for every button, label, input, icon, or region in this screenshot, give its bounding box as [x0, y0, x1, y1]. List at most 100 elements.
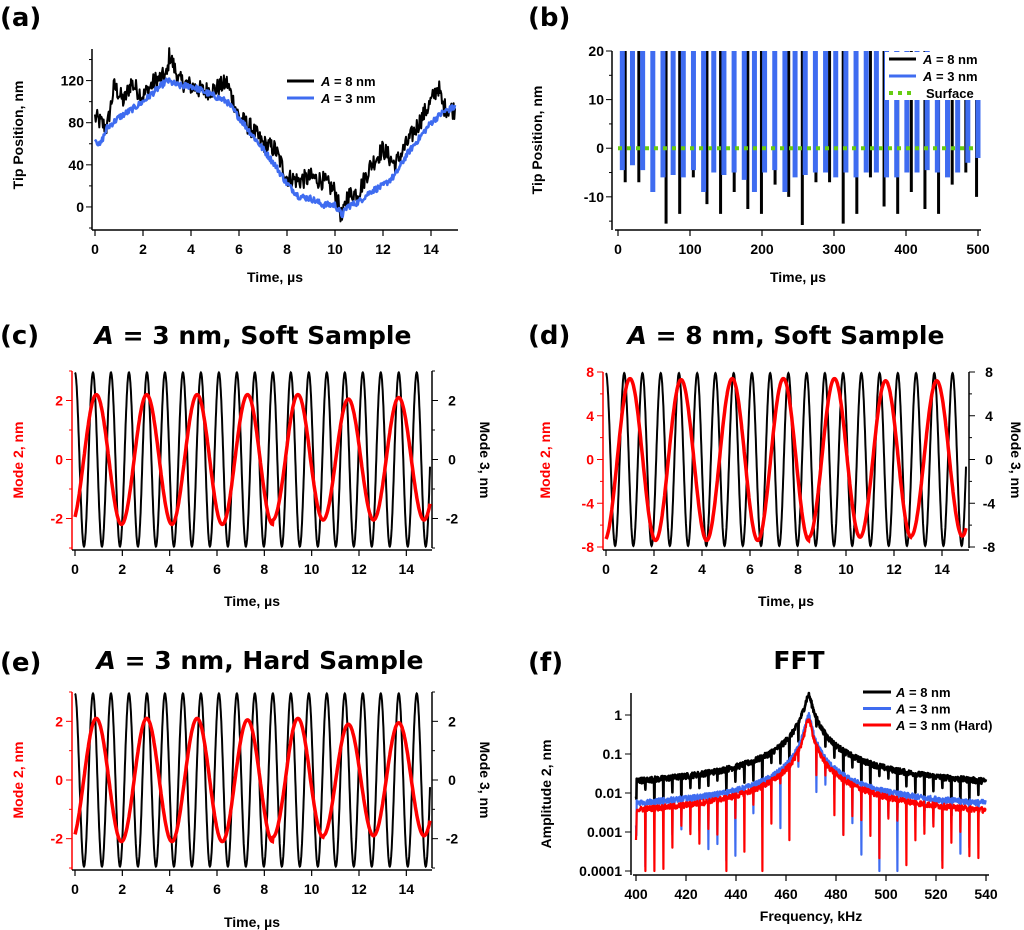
y-tick-label-b: -10 — [584, 189, 604, 205]
y-tick-label-left-c: 0 — [55, 452, 63, 468]
ylabel-a: Tip Position, nm — [10, 81, 26, 190]
ylabel-left-e: Mode 2, nm — [10, 741, 26, 818]
legend-label-f-0: A = 8 nm — [895, 685, 951, 700]
x-tick-label-b: 300 — [822, 241, 846, 257]
x-tick-label-a: 10 — [327, 241, 343, 257]
series-line-f-2 — [634, 718, 987, 873]
x-tick-label-a: 8 — [283, 241, 291, 257]
y-tick-label-f: 0.1 — [603, 746, 623, 762]
x-tick-label-b: 200 — [750, 241, 774, 257]
panel-e-plot: -2 0 2 -2 0 2 0 2 4 6 8 10 12 14 — [51, 691, 459, 897]
series-mode3-c — [74, 370, 431, 549]
xlabel-b: Time, µs — [770, 269, 826, 285]
x-tick-label-d: 8 — [794, 561, 802, 577]
xlabel-a: Time, µs — [247, 269, 303, 285]
y-tick-label-f: 1 — [614, 707, 622, 723]
y-tick-label-right-c: -2 — [446, 511, 459, 527]
x-tick-label-e: 8 — [260, 881, 268, 897]
y-tick-label-left-d: 0 — [586, 452, 594, 468]
x-tick-label-e: 12 — [351, 881, 367, 897]
panel-d-plot: -8 -4 0 4 8 -8 -4 0 4 8 0 2 4 6 8 10 12 14 — [582, 364, 996, 577]
x-tick-label-a: 14 — [423, 241, 439, 257]
x-tick-label-c: 2 — [118, 561, 126, 577]
y-tick-label-a: 40 — [68, 157, 84, 173]
x-tick-label-d: 0 — [602, 561, 610, 577]
x-tick-label-e: 2 — [118, 881, 126, 897]
panel-title-f: FFT — [773, 646, 824, 675]
x-tick-label-f: 500 — [874, 886, 898, 902]
x-tick-label-e: 10 — [304, 881, 320, 897]
y-tick-label-right-e: 0 — [448, 772, 456, 788]
xlabel-f: Frequency, kHz — [760, 908, 862, 924]
y-tick-label-left-e: 0 — [55, 772, 63, 788]
x-tick-label-a: 2 — [139, 241, 147, 257]
legend-label-b-1: A = 3 nm — [922, 69, 978, 84]
xlabel-e: Time, µs — [224, 914, 280, 930]
xlabel-c: Time, µs — [224, 593, 280, 609]
y-tick-label-left-e: -2 — [51, 831, 64, 847]
y-tick-label-left-e: 2 — [55, 713, 63, 729]
panel-label-d: (d) — [528, 321, 570, 351]
x-tick-label-d: 4 — [698, 561, 706, 577]
ylabel-right-e: Mode 3, nm — [477, 741, 493, 818]
y-tick-label-right-d: -8 — [983, 539, 996, 555]
y-tick-label-right-d: -4 — [983, 495, 996, 511]
y-tick-label-right-d: 4 — [985, 408, 993, 424]
panel-label-f: (f) — [528, 648, 563, 678]
x-tick-label-d: 14 — [934, 561, 950, 577]
y-tick-label-b: 10 — [588, 92, 604, 108]
y-tick-label-b: 0 — [596, 140, 604, 156]
ylabel-left-d: Mode 2, nm — [537, 421, 553, 498]
x-tick-label-f: 440 — [724, 886, 748, 902]
panel-title-d: A = 8 nm, Soft Sample — [626, 321, 945, 350]
x-tick-label-c: 4 — [166, 561, 174, 577]
series-line-a-0 — [94, 47, 456, 223]
x-tick-label-e: 4 — [166, 881, 174, 897]
panel-label-a: (a) — [0, 3, 41, 33]
y-tick-label-right-e: -2 — [446, 831, 459, 847]
y-tick-label-left-c: 2 — [55, 393, 63, 409]
x-tick-label-f: 460 — [774, 886, 798, 902]
legend-label-f-2: A = 3 nm (Hard) — [895, 718, 992, 733]
panel-title-c: A = 3 nm, Soft Sample — [93, 321, 412, 350]
x-tick-label-f: 400 — [624, 886, 648, 902]
x-tick-label-c: 14 — [399, 561, 415, 577]
y-tick-label-left-d: -8 — [582, 539, 595, 555]
legend-label-a-1: A = 3 nm — [320, 91, 376, 106]
y-tick-label-left-d: 4 — [586, 408, 594, 424]
x-tick-label-c: 0 — [71, 561, 79, 577]
series-mode2-e — [73, 716, 432, 844]
y-tick-label-f: 0.01 — [595, 785, 622, 801]
panel-f-plot: 0.0001 0.001 0.01 0.1 1 400 420 440 460 480 500 520… — [579, 685, 998, 902]
legend-label-a-0: A = 8 nm — [320, 74, 376, 89]
y-tick-label-a: 80 — [68, 115, 84, 131]
y-tick-label-a: 0 — [76, 199, 84, 215]
x-tick-label-b: 500 — [966, 241, 990, 257]
x-tick-label-d: 6 — [746, 561, 754, 577]
x-tick-label-f: 540 — [974, 886, 998, 902]
legend-label-b-0: A = 8 nm — [922, 52, 978, 67]
x-tick-label-c: 8 — [260, 561, 268, 577]
x-tick-label-f: 480 — [824, 886, 848, 902]
series-line-a-1 — [93, 77, 457, 219]
x-tick-label-e: 0 — [71, 881, 79, 897]
x-tick-label-a: 12 — [375, 241, 391, 257]
x-tick-label-e: 14 — [399, 881, 415, 897]
x-tick-label-b: 0 — [614, 241, 622, 257]
x-tick-label-b: 400 — [894, 241, 918, 257]
series-mode2-c — [73, 392, 432, 527]
x-tick-label-a: 6 — [235, 241, 243, 257]
x-tick-label-c: 12 — [351, 561, 367, 577]
panel-a-plot: 0 40 80 120 0 2 4 6 8 10 12 14 A = 8 nm A = 3 nm — [61, 47, 458, 257]
x-tick-label-e: 6 — [213, 881, 221, 897]
x-tick-label-d: 12 — [886, 561, 902, 577]
y-tick-label-a: 120 — [61, 73, 85, 89]
series-mode3-e — [74, 691, 431, 869]
x-tick-label-f: 520 — [924, 886, 948, 902]
ylabel-right-d: Mode 3, nm — [1008, 421, 1024, 498]
legend-label-b-2: Surface — [926, 86, 974, 101]
ylabel-b: Tip Position, nm — [529, 86, 545, 195]
x-tick-label-c: 10 — [304, 561, 320, 577]
